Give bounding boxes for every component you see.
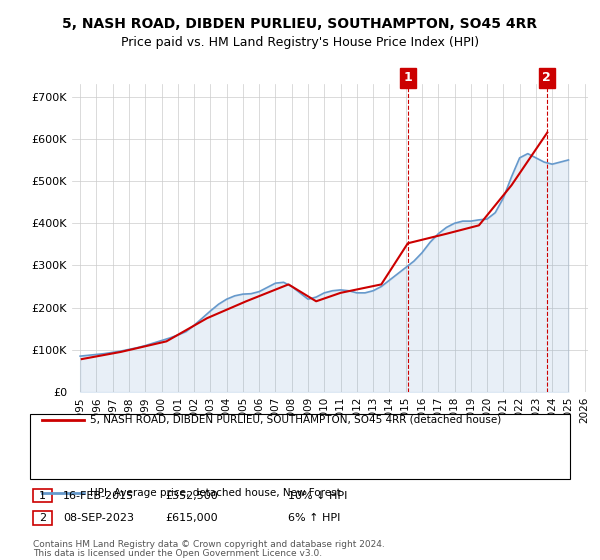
Text: 5, NASH ROAD, DIBDEN PURLIEU, SOUTHAMPTON, SO45 4RR (detached house): 5, NASH ROAD, DIBDEN PURLIEU, SOUTHAMPTO…	[90, 415, 501, 425]
Text: Contains HM Land Registry data © Crown copyright and database right 2024.: Contains HM Land Registry data © Crown c…	[33, 540, 385, 549]
Text: This data is licensed under the Open Government Licence v3.0.: This data is licensed under the Open Gov…	[33, 549, 322, 558]
Text: 1: 1	[403, 71, 412, 85]
Text: Price paid vs. HM Land Registry's House Price Index (HPI): Price paid vs. HM Land Registry's House …	[121, 36, 479, 49]
Text: 5, NASH ROAD, DIBDEN PURLIEU, SOUTHAMPTON, SO45 4RR: 5, NASH ROAD, DIBDEN PURLIEU, SOUTHAMPTO…	[62, 17, 538, 31]
Text: 6% ↑ HPI: 6% ↑ HPI	[288, 513, 340, 523]
Text: 2: 2	[39, 513, 46, 523]
Text: 2: 2	[542, 71, 551, 85]
Text: £352,500: £352,500	[165, 491, 218, 501]
Text: £615,000: £615,000	[165, 513, 218, 523]
Text: 16-FEB-2015: 16-FEB-2015	[63, 491, 134, 501]
Text: 08-SEP-2023: 08-SEP-2023	[63, 513, 134, 523]
Text: 10% ↓ HPI: 10% ↓ HPI	[288, 491, 347, 501]
Text: 1: 1	[39, 491, 46, 501]
Text: HPI: Average price, detached house, New Forest: HPI: Average price, detached house, New …	[90, 488, 341, 498]
